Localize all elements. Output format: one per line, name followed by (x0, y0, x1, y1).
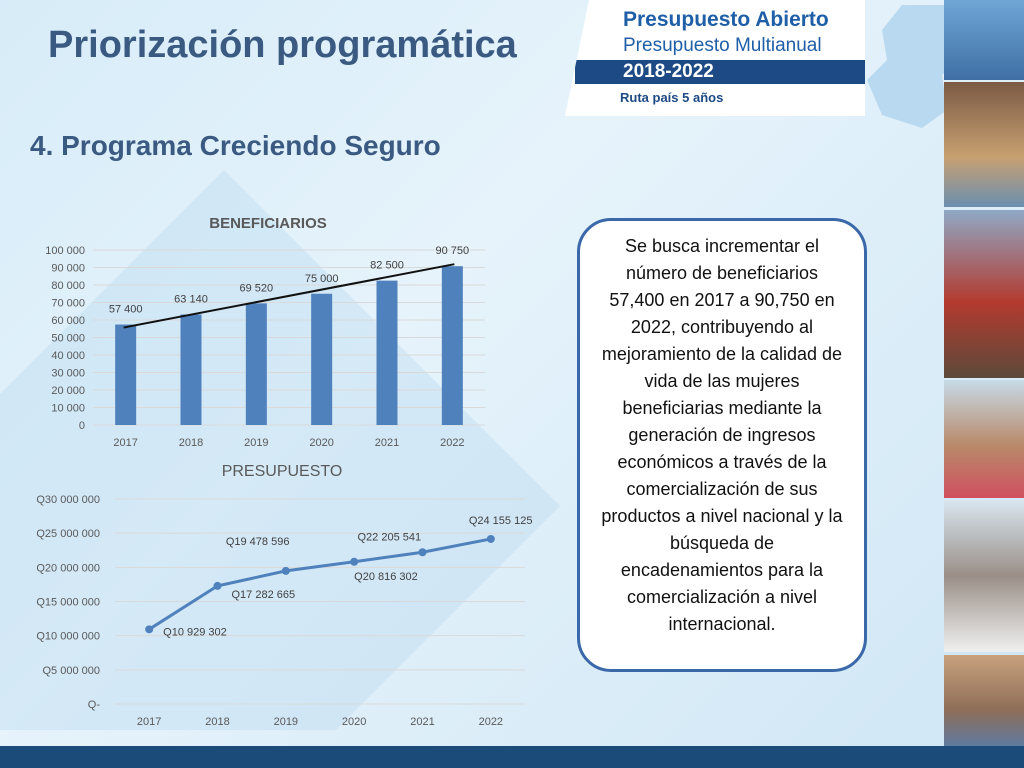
girls-photo (944, 655, 1024, 747)
bar (115, 324, 137, 425)
y-tick-label: 60 000 (51, 315, 85, 327)
brand-line-2: Presupuesto Multianual (623, 35, 822, 56)
data-point (145, 625, 154, 634)
y-tick-label: Q30 000 000 (36, 494, 100, 506)
description-box: Se busca incrementar el número de benefi… (577, 218, 867, 672)
chart-title: BENEFICIARIOS (209, 215, 327, 232)
y-tick-label: 40 000 (51, 350, 85, 362)
brand-banner: 2018-2022 (575, 60, 865, 84)
x-tick-label: 2021 (410, 716, 434, 728)
bar (245, 303, 267, 425)
y-tick-label: 10 000 (51, 403, 85, 415)
x-tick-label: 2022 (479, 716, 503, 728)
y-tick-label: Q15 000 000 (36, 597, 100, 609)
x-tick-label: 2022 (440, 437, 464, 449)
x-tick-label: 2017 (113, 437, 137, 449)
x-tick-label: 2018 (179, 437, 203, 449)
y-tick-label: Q25 000 000 (36, 528, 100, 540)
data-label: Q17 282 665 (232, 589, 296, 601)
y-tick-label: 80 000 (51, 280, 85, 292)
y-tick-label: 70 000 (51, 298, 85, 310)
data-point (213, 581, 222, 590)
series-line (148, 537, 492, 631)
presupuesto-chart: PRESUPUESTO Q- Q5 000 000 Q10 000 000 Q15 0… (36, 463, 533, 728)
classroom-photo (944, 500, 1024, 652)
child-photo (944, 82, 1024, 207)
y-tick-label: Q20 000 000 (36, 562, 100, 574)
x-tick-label: 2019 (244, 437, 268, 449)
data-point (486, 534, 495, 543)
child-photo (944, 0, 1024, 80)
y-tick-label: Q10 000 000 (36, 631, 100, 643)
data-label: 63 140 (174, 294, 208, 306)
data-label: 90 750 (436, 245, 470, 257)
brand-years: 2018-2022 (623, 61, 714, 82)
section-subtitle: 4. Programa Creciendo Seguro (30, 130, 441, 161)
chart-title: PRESUPUESTO (222, 463, 343, 480)
y-tick-label: Q5 000 000 (43, 665, 101, 677)
y-tick-label: 100 000 (45, 245, 85, 257)
data-point (418, 548, 427, 557)
data-label: 82 500 (370, 260, 404, 272)
data-label: Q10 929 302 (163, 626, 227, 638)
bar (311, 293, 333, 425)
y-tick-label: 20 000 (51, 385, 85, 397)
page-title: Priorización programática (48, 24, 517, 66)
children-photo (944, 380, 1024, 498)
data-label: Q24 155 125 (469, 515, 533, 527)
y-tick-label: 0 (79, 420, 85, 432)
data-label: 75 000 (305, 273, 339, 285)
bar (376, 280, 398, 425)
brand-tagline: Ruta país 5 años (620, 90, 724, 105)
bar (180, 314, 202, 425)
y-tick-label: Q- (88, 699, 101, 711)
brand-logo: Presupuesto Abierto Presupuesto Multianu… (565, 0, 865, 116)
brand-line-1: Presupuesto Abierto (623, 8, 829, 31)
woman-photo (944, 210, 1024, 378)
data-label: Q19 478 596 (226, 536, 290, 548)
x-tick-label: 2018 (205, 716, 229, 728)
x-tick-label: 2021 (375, 437, 399, 449)
beneficiarios-chart: BENEFICIARIOS 0 10 000 20 000 30 000 40 000 5… (45, 215, 485, 449)
x-tick-label: 2020 (342, 716, 366, 728)
data-point (350, 557, 359, 566)
data-label: Q20 816 302 (354, 571, 418, 583)
guatemala-map-icon (867, 5, 960, 128)
y-tick-label: 30 000 (51, 368, 85, 380)
y-tick-label: 90 000 (51, 263, 85, 275)
trendline (123, 263, 455, 329)
data-label: 69 520 (240, 282, 274, 294)
footer-bar (0, 746, 1024, 768)
data-label: 57 400 (109, 304, 143, 316)
y-tick-label: 50 000 (51, 333, 85, 345)
data-point (281, 566, 290, 575)
data-label: Q22 205 541 (358, 531, 422, 543)
x-tick-label: 2017 (137, 716, 161, 728)
x-tick-label: 2020 (309, 437, 333, 449)
bar (441, 266, 463, 425)
description-text: Se busca incrementar el número de benefi… (601, 236, 843, 634)
x-tick-label: 2019 (274, 716, 298, 728)
photo-strip (944, 0, 1024, 768)
